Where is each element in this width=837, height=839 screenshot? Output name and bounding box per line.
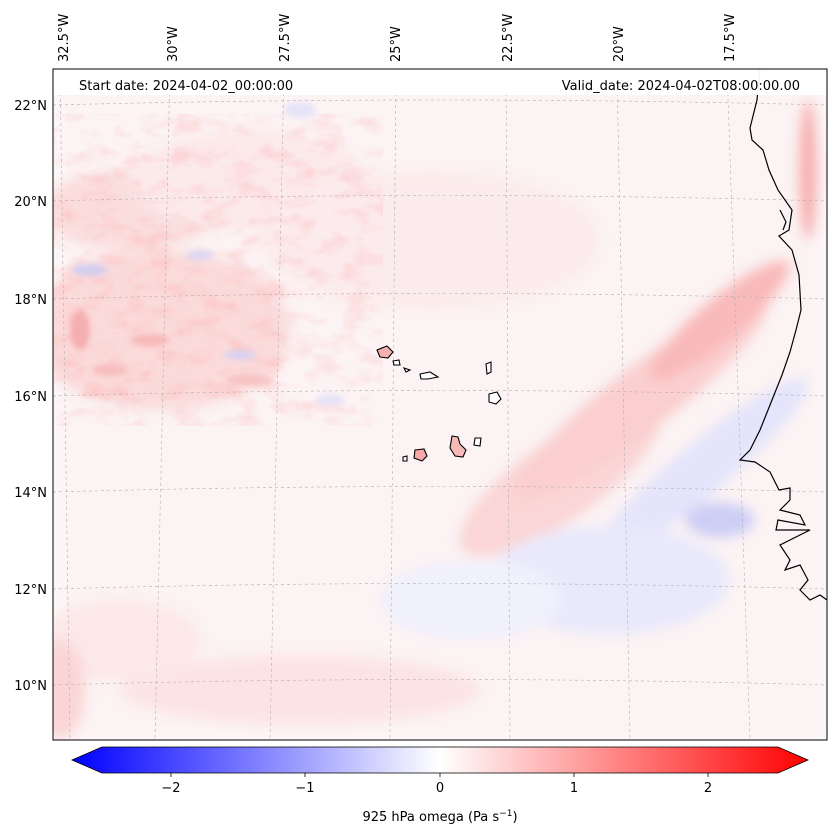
lon-label: 32.5°W [57,14,72,62]
lat-label: 22°N [14,99,47,114]
colorbar-label-main: 925 hPa omega (Pa s [362,810,499,825]
lon-label: 17.5°W [723,14,738,62]
lon-label: 22.5°W [501,14,516,62]
colorbar-label-end: ) [512,810,517,825]
lat-label: 12°N [14,583,47,598]
africa-coastline [738,69,827,601]
colorbar-tick-label: 2 [704,781,712,796]
lat-label: 18°N [14,293,47,308]
lat-label: 16°N [14,390,47,405]
colorbar-tick-label: −2 [161,781,180,796]
lat-label: 14°N [14,486,47,501]
valid-date-label: Valid_date: 2024-04-02T08:00:00.00 [562,79,800,94]
latitude-labels: 22°N 20°N 18°N 16°N 14°N 12°N 10°N [14,99,47,694]
colorbar: −2 −1 0 1 2 925 hPa omega (Pa s−1) [70,746,810,825]
map-frame [52,68,828,741]
lon-label: 27.5°W [278,14,293,62]
colorbar-tick-label: 1 [570,781,578,796]
cape-verde-islands [376,345,502,462]
lon-label: 30°W [166,26,181,62]
colorbar-label-sup: −1 [499,809,512,819]
colorbar-tick-label: 0 [436,781,444,796]
lon-label: 20°W [612,26,627,62]
map-area [53,69,827,740]
colorbar-gradient [70,746,810,774]
lon-label: 25°W [389,26,404,62]
start-date-label: Start date: 2024-04-02_00:00:00 [79,79,293,94]
omega-field [53,69,827,740]
coast-detail [779,209,787,231]
longitude-labels: 32.5°W 30°W 27.5°W 25°W 22.5°W 20°W 17.5… [57,14,738,62]
lat-label: 20°N [14,195,47,210]
colorbar-label: 925 hPa omega (Pa s−1) [362,809,517,825]
lat-label: 10°N [14,679,47,694]
colorbar-ticks [170,773,709,777]
colorbar-tick-label: −1 [295,781,314,796]
graticule [53,69,827,740]
